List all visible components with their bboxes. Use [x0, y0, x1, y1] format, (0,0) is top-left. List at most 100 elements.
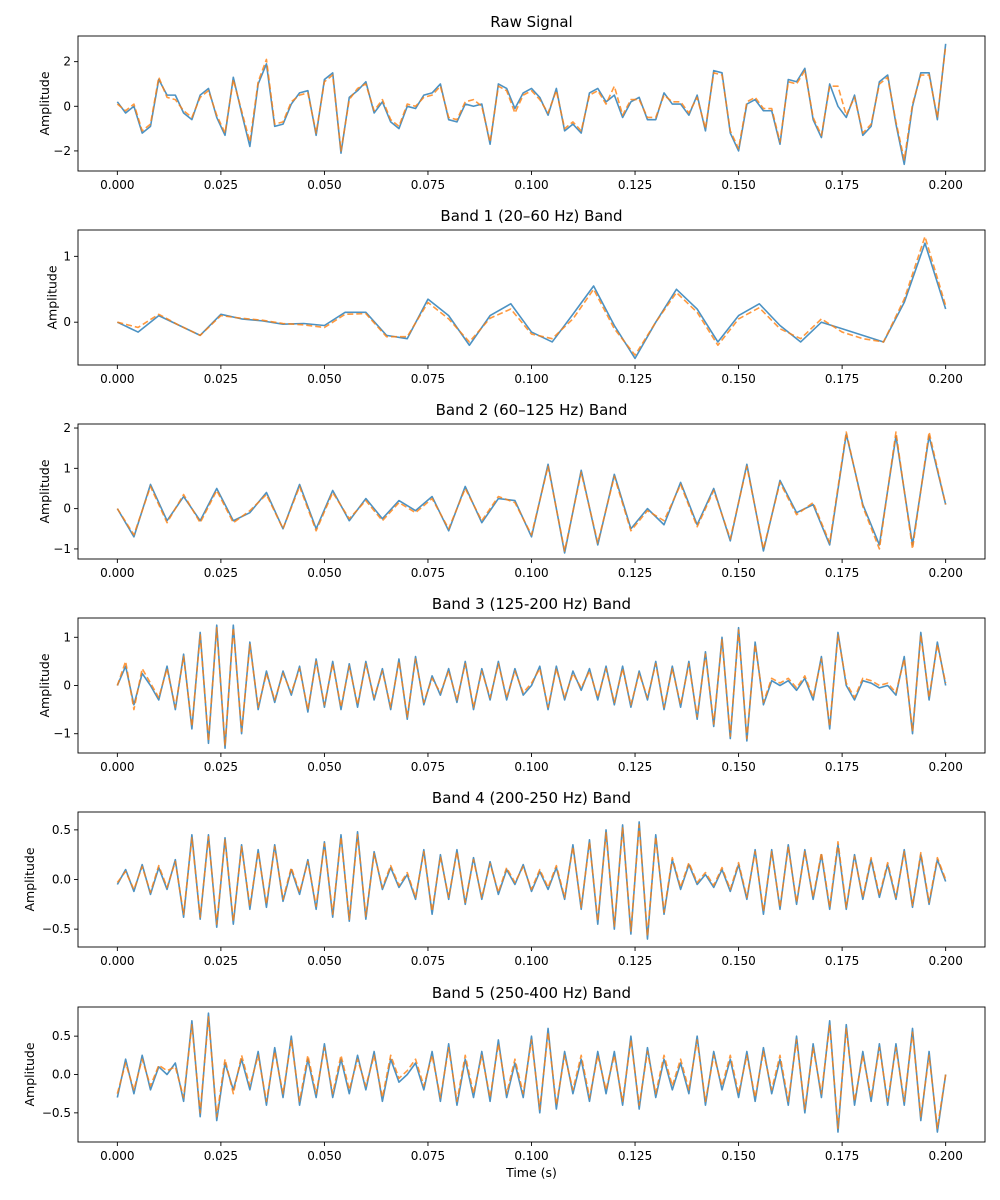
series-line-solid: [116, 624, 947, 749]
x-axis-label: Time (s): [505, 1165, 557, 1180]
subplot-5: 0.000 0.025 0.050 0.075 0.100 0.125 0.150 0.175…: [22, 789, 986, 968]
axes-frame: [77, 229, 986, 366]
x-tick-label: 0.175: [825, 954, 859, 968]
x-tick-label: 0.050: [307, 372, 341, 386]
y-tick-label: 0.5: [52, 1029, 71, 1043]
x-tick-label: 0.125: [618, 178, 652, 192]
x-tick-label: 0.125: [618, 566, 652, 580]
x-tick-label: 0.075: [411, 1149, 445, 1163]
x-tick-label: 0.200: [928, 372, 962, 386]
y-axis-label: Amplitude: [37, 459, 52, 523]
x-tick-label: 0.075: [411, 372, 445, 386]
series-line-dashed: [116, 431, 947, 552]
x-tick-label: 0.150: [721, 372, 755, 386]
y-tick-label: 0.0: [52, 1068, 71, 1082]
subplot-title: Band 2 (60–125 Hz) Band: [436, 401, 628, 419]
subplot-1: 0.000 0.025 0.050 0.075 0.100 0.125 0.150 0.175…: [37, 13, 986, 192]
x-tick-label: 0.200: [928, 566, 962, 580]
subplot-title: Raw Signal: [490, 13, 572, 31]
x-tick-label: 0.100: [514, 1149, 548, 1163]
y-tick-label: 1: [63, 461, 71, 475]
x-tick-label: 0.000: [100, 954, 134, 968]
x-tick-label: 0.050: [307, 1149, 341, 1163]
subplot-title: Band 4 (200-250 Hz) Band: [432, 789, 631, 807]
series-line-dashed: [116, 626, 947, 747]
x-tick-label: 0.050: [307, 178, 341, 192]
x-tick-label: 0.150: [721, 1149, 755, 1163]
x-tick-label: 0.000: [100, 372, 134, 386]
x-tick-label: 0.200: [928, 760, 962, 774]
x-tick-label: 0.000: [100, 178, 134, 192]
x-tick-label: 0.025: [204, 178, 238, 192]
subplot-4: 0.000 0.025 0.050 0.075 0.100 0.125 0.150 0.175…: [37, 595, 986, 774]
series-line-solid: [116, 821, 947, 940]
x-tick-label: 0.175: [825, 1149, 859, 1163]
y-tick-label: 2: [63, 55, 71, 69]
series-line-solid: [116, 433, 947, 554]
x-tick-label: 0.100: [514, 372, 548, 386]
y-tick-label: 0: [63, 502, 71, 516]
y-tick-label: 1: [63, 249, 71, 263]
x-tick-label: 0.150: [721, 178, 755, 192]
axes-frame: [77, 811, 986, 948]
series-line-dashed: [117, 235, 947, 356]
y-axis-label: Amplitude: [37, 653, 52, 717]
x-tick-label: 0.050: [307, 954, 341, 968]
x-tick-label: 0.200: [928, 1149, 962, 1163]
y-tick-label: 0: [63, 679, 71, 693]
x-tick-label: 0.050: [307, 760, 341, 774]
x-tick-label: 0.075: [411, 954, 445, 968]
y-tick-label: −2: [53, 144, 71, 158]
y-tick-label: 0: [63, 99, 71, 113]
series-line-solid: [116, 242, 947, 360]
x-tick-label: 0.150: [721, 566, 755, 580]
x-tick-label: 0.175: [825, 372, 859, 386]
series-line-dashed: [116, 1016, 947, 1129]
y-tick-label: 2: [63, 421, 71, 435]
x-tick-label: 0.150: [721, 954, 755, 968]
subplot-title: Band 1 (20–60 Hz) Band: [440, 207, 622, 225]
x-tick-label: 0.025: [204, 372, 238, 386]
x-tick-label: 0.000: [100, 566, 134, 580]
x-tick-label: 0.100: [514, 954, 548, 968]
y-tick-label: −1: [53, 542, 71, 556]
x-tick-label: 0.075: [411, 178, 445, 192]
y-axis-label: Amplitude: [22, 1042, 37, 1106]
x-tick-label: 0.000: [100, 1149, 134, 1163]
x-tick-label: 0.025: [204, 760, 238, 774]
x-tick-label: 0.125: [618, 1149, 652, 1163]
x-tick-label: 0.175: [825, 760, 859, 774]
y-tick-label: 1: [63, 630, 71, 644]
y-tick-label: 0.0: [52, 873, 71, 887]
x-tick-label: 0.100: [514, 566, 548, 580]
subplot-title: Band 3 (125-200 Hz) Band: [432, 595, 631, 613]
y-tick-label: 0.5: [52, 823, 71, 837]
x-tick-label: 0.125: [618, 954, 652, 968]
y-axis-label: Amplitude: [22, 847, 37, 911]
subplot-6: 0.000 0.025 0.050 0.075 0.100 0.125 0.150 0.175…: [22, 984, 986, 1180]
x-tick-label: 0.100: [514, 760, 548, 774]
x-tick-label: 0.175: [825, 566, 859, 580]
x-tick-label: 0.025: [204, 954, 238, 968]
series-line-dashed: [116, 824, 947, 937]
x-tick-label: 0.150: [721, 760, 755, 774]
series-line-solid: [116, 1012, 947, 1133]
subplot-3: 0.000 0.025 0.050 0.075 0.100 0.125 0.150 0.175…: [37, 401, 986, 580]
y-axis-label: Amplitude: [45, 265, 60, 329]
y-tick-label: −0.5: [42, 922, 71, 936]
x-tick-label: 0.125: [618, 372, 652, 386]
axes-frame: [77, 1006, 986, 1143]
x-tick-label: 0.050: [307, 566, 341, 580]
x-tick-label: 0.125: [618, 760, 652, 774]
x-tick-label: 0.025: [204, 1149, 238, 1163]
axes-frame: [77, 35, 986, 172]
subplot-title: Band 5 (250-400 Hz) Band: [432, 984, 631, 1002]
x-tick-label: 0.075: [411, 760, 445, 774]
x-tick-label: 0.025: [204, 566, 238, 580]
x-tick-label: 0.000: [100, 760, 134, 774]
x-tick-label: 0.100: [514, 178, 548, 192]
y-axis-label: Amplitude: [37, 71, 52, 135]
x-tick-label: 0.200: [928, 178, 962, 192]
x-tick-label: 0.175: [825, 178, 859, 192]
